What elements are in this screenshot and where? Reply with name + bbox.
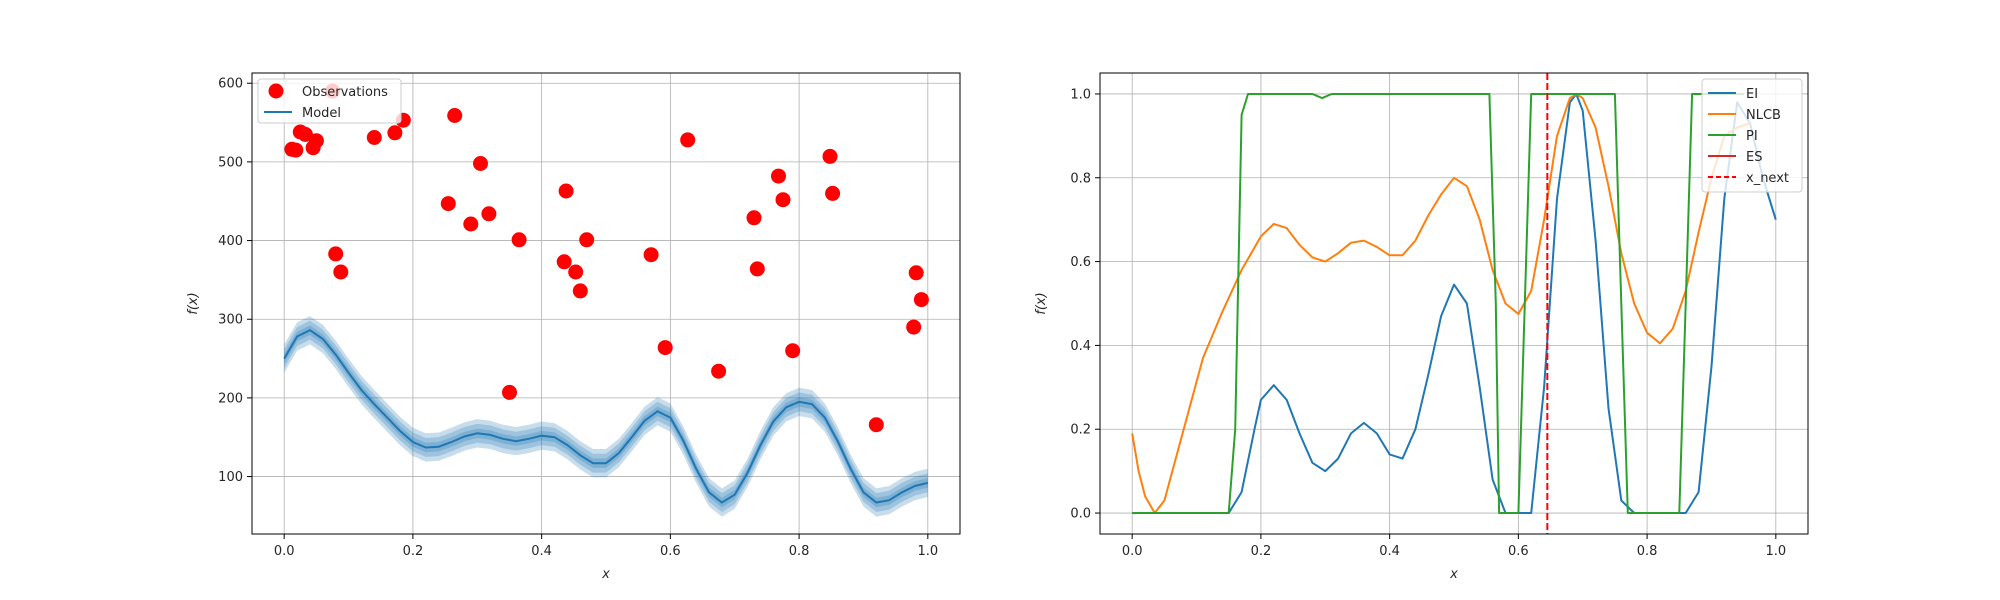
- legend-right: EI NLCB PI ES x_next: [1701, 78, 1803, 193]
- observation-point: [366, 130, 382, 145]
- y-tick-label: 200: [218, 391, 243, 406]
- legend-ei-label: EI: [1746, 87, 1758, 102]
- nlcb-line: [1131, 93, 1751, 514]
- x-tick-label: 0.0: [274, 544, 295, 559]
- y-tick-label: 300: [218, 313, 243, 328]
- plot-frame-right: [1099, 72, 1809, 535]
- x-tick-label: 1.0: [1765, 544, 1786, 559]
- acquisition-lines: [1131, 93, 1777, 514]
- observation-point: [579, 232, 595, 248]
- observation-point: [387, 125, 403, 141]
- y-tick-label: 1.0: [1070, 87, 1091, 102]
- model-line-group: [283, 329, 929, 504]
- legend-observations-label: Observations: [302, 85, 388, 100]
- y-tick-label: 100: [218, 470, 243, 485]
- x-tick-label: 0.8: [789, 544, 810, 559]
- legend-pi-label: PI: [1746, 129, 1758, 144]
- legend-es-label: ES: [1746, 150, 1762, 165]
- observation-point: [913, 292, 929, 308]
- legend-left: Observations Model: [257, 78, 402, 124]
- observation-point: [906, 319, 922, 335]
- observation-point: [775, 192, 791, 208]
- observation-point: [288, 142, 304, 158]
- observation-point: [822, 148, 838, 164]
- x-tick-label: 0.6: [1508, 544, 1529, 559]
- observation-point: [473, 156, 488, 171]
- observation-point: [308, 133, 324, 149]
- x-tick-label: 0.2: [403, 544, 424, 559]
- observation-point: [572, 283, 588, 299]
- confidence-band-layer: [284, 316, 928, 517]
- y-tick-label: 600: [218, 77, 243, 92]
- x-tick-label: 0.0: [1122, 544, 1143, 559]
- observation-point: [511, 232, 527, 248]
- observation-point: [746, 210, 762, 226]
- observation-point: [558, 183, 574, 199]
- pi-line: [1132, 93, 1744, 514]
- acquisition-functions-chart: 0.0 0.2 0.4 0.6 0.8 1.0 0.0 0.2 0.4 0.6 0.8 1.0 x f…: [1034, 72, 1809, 582]
- ticks-right: 0.0 0.2 0.4 0.6 0.8 1.0 0.0 0.2 0.4 0.6 0.8 1.0: [1070, 87, 1786, 559]
- plot-frame-left: [251, 72, 961, 535]
- x-tick-label: 0.2: [1251, 544, 1272, 559]
- observation-point: [333, 264, 349, 280]
- y-tick-label: 400: [218, 234, 243, 249]
- y-tick-label: 0.6: [1070, 255, 1091, 270]
- x-tick-label: 1.0: [917, 544, 938, 559]
- observation-point: [481, 206, 497, 222]
- observation-point: [297, 126, 313, 142]
- x-tick-label: 0.4: [531, 544, 552, 559]
- observation-point: [643, 247, 659, 263]
- ei-line: [1132, 93, 1777, 514]
- x-tick-label: 0.4: [1379, 544, 1400, 559]
- y-tick-label: 0.2: [1070, 423, 1091, 438]
- y-tick-label: 0.8: [1070, 171, 1091, 186]
- legend-observations-marker: [268, 83, 284, 99]
- observations-model-chart: 0.0 0.2 0.4 0.6 0.8 1.0 100 200 300 400 500 600 x f…: [186, 72, 961, 582]
- legend-nlcb-label: NLCB: [1746, 108, 1781, 123]
- y-tick-label: 0.4: [1070, 339, 1091, 354]
- x-axis-label-left: x: [601, 567, 610, 582]
- y-axis-label-right: f(x): [1034, 292, 1049, 314]
- observation-point: [771, 168, 786, 184]
- observation-point: [568, 264, 584, 280]
- model-confidence-band: [284, 316, 928, 517]
- legend-x-next-label: x_next: [1746, 171, 1789, 186]
- confidence-band-layer: [284, 325, 928, 508]
- observation-point: [868, 417, 884, 433]
- observation-point: [680, 132, 696, 148]
- observation-point: [908, 265, 924, 281]
- observations-points: [284, 83, 929, 433]
- y-tick-label: 0.0: [1070, 507, 1091, 522]
- observation-point: [711, 363, 727, 379]
- observation-point: [440, 196, 456, 212]
- model-line: [283, 329, 929, 504]
- observation-point: [328, 246, 344, 262]
- legend-box: [1701, 78, 1803, 193]
- observation-point: [657, 340, 673, 356]
- legend-box: [257, 78, 402, 124]
- x-axis-label-right: x: [1449, 567, 1458, 582]
- y-axis-label-left: f(x): [186, 292, 201, 314]
- ticks-left: 0.0 0.2 0.4 0.6 0.8 1.0 100 200 300 400 500 600: [218, 77, 938, 559]
- observation-point: [785, 343, 801, 359]
- y-tick-label: 500: [218, 155, 243, 170]
- observation-point: [502, 384, 517, 400]
- observation-point: [825, 185, 841, 201]
- x-tick-label: 0.6: [660, 544, 681, 559]
- legend-model-label: Model: [302, 106, 341, 121]
- x-tick-label: 0.8: [1637, 544, 1658, 559]
- observation-point: [463, 216, 479, 232]
- observation-point: [556, 254, 572, 270]
- observation-point: [749, 261, 765, 277]
- observation-point: [447, 108, 463, 123]
